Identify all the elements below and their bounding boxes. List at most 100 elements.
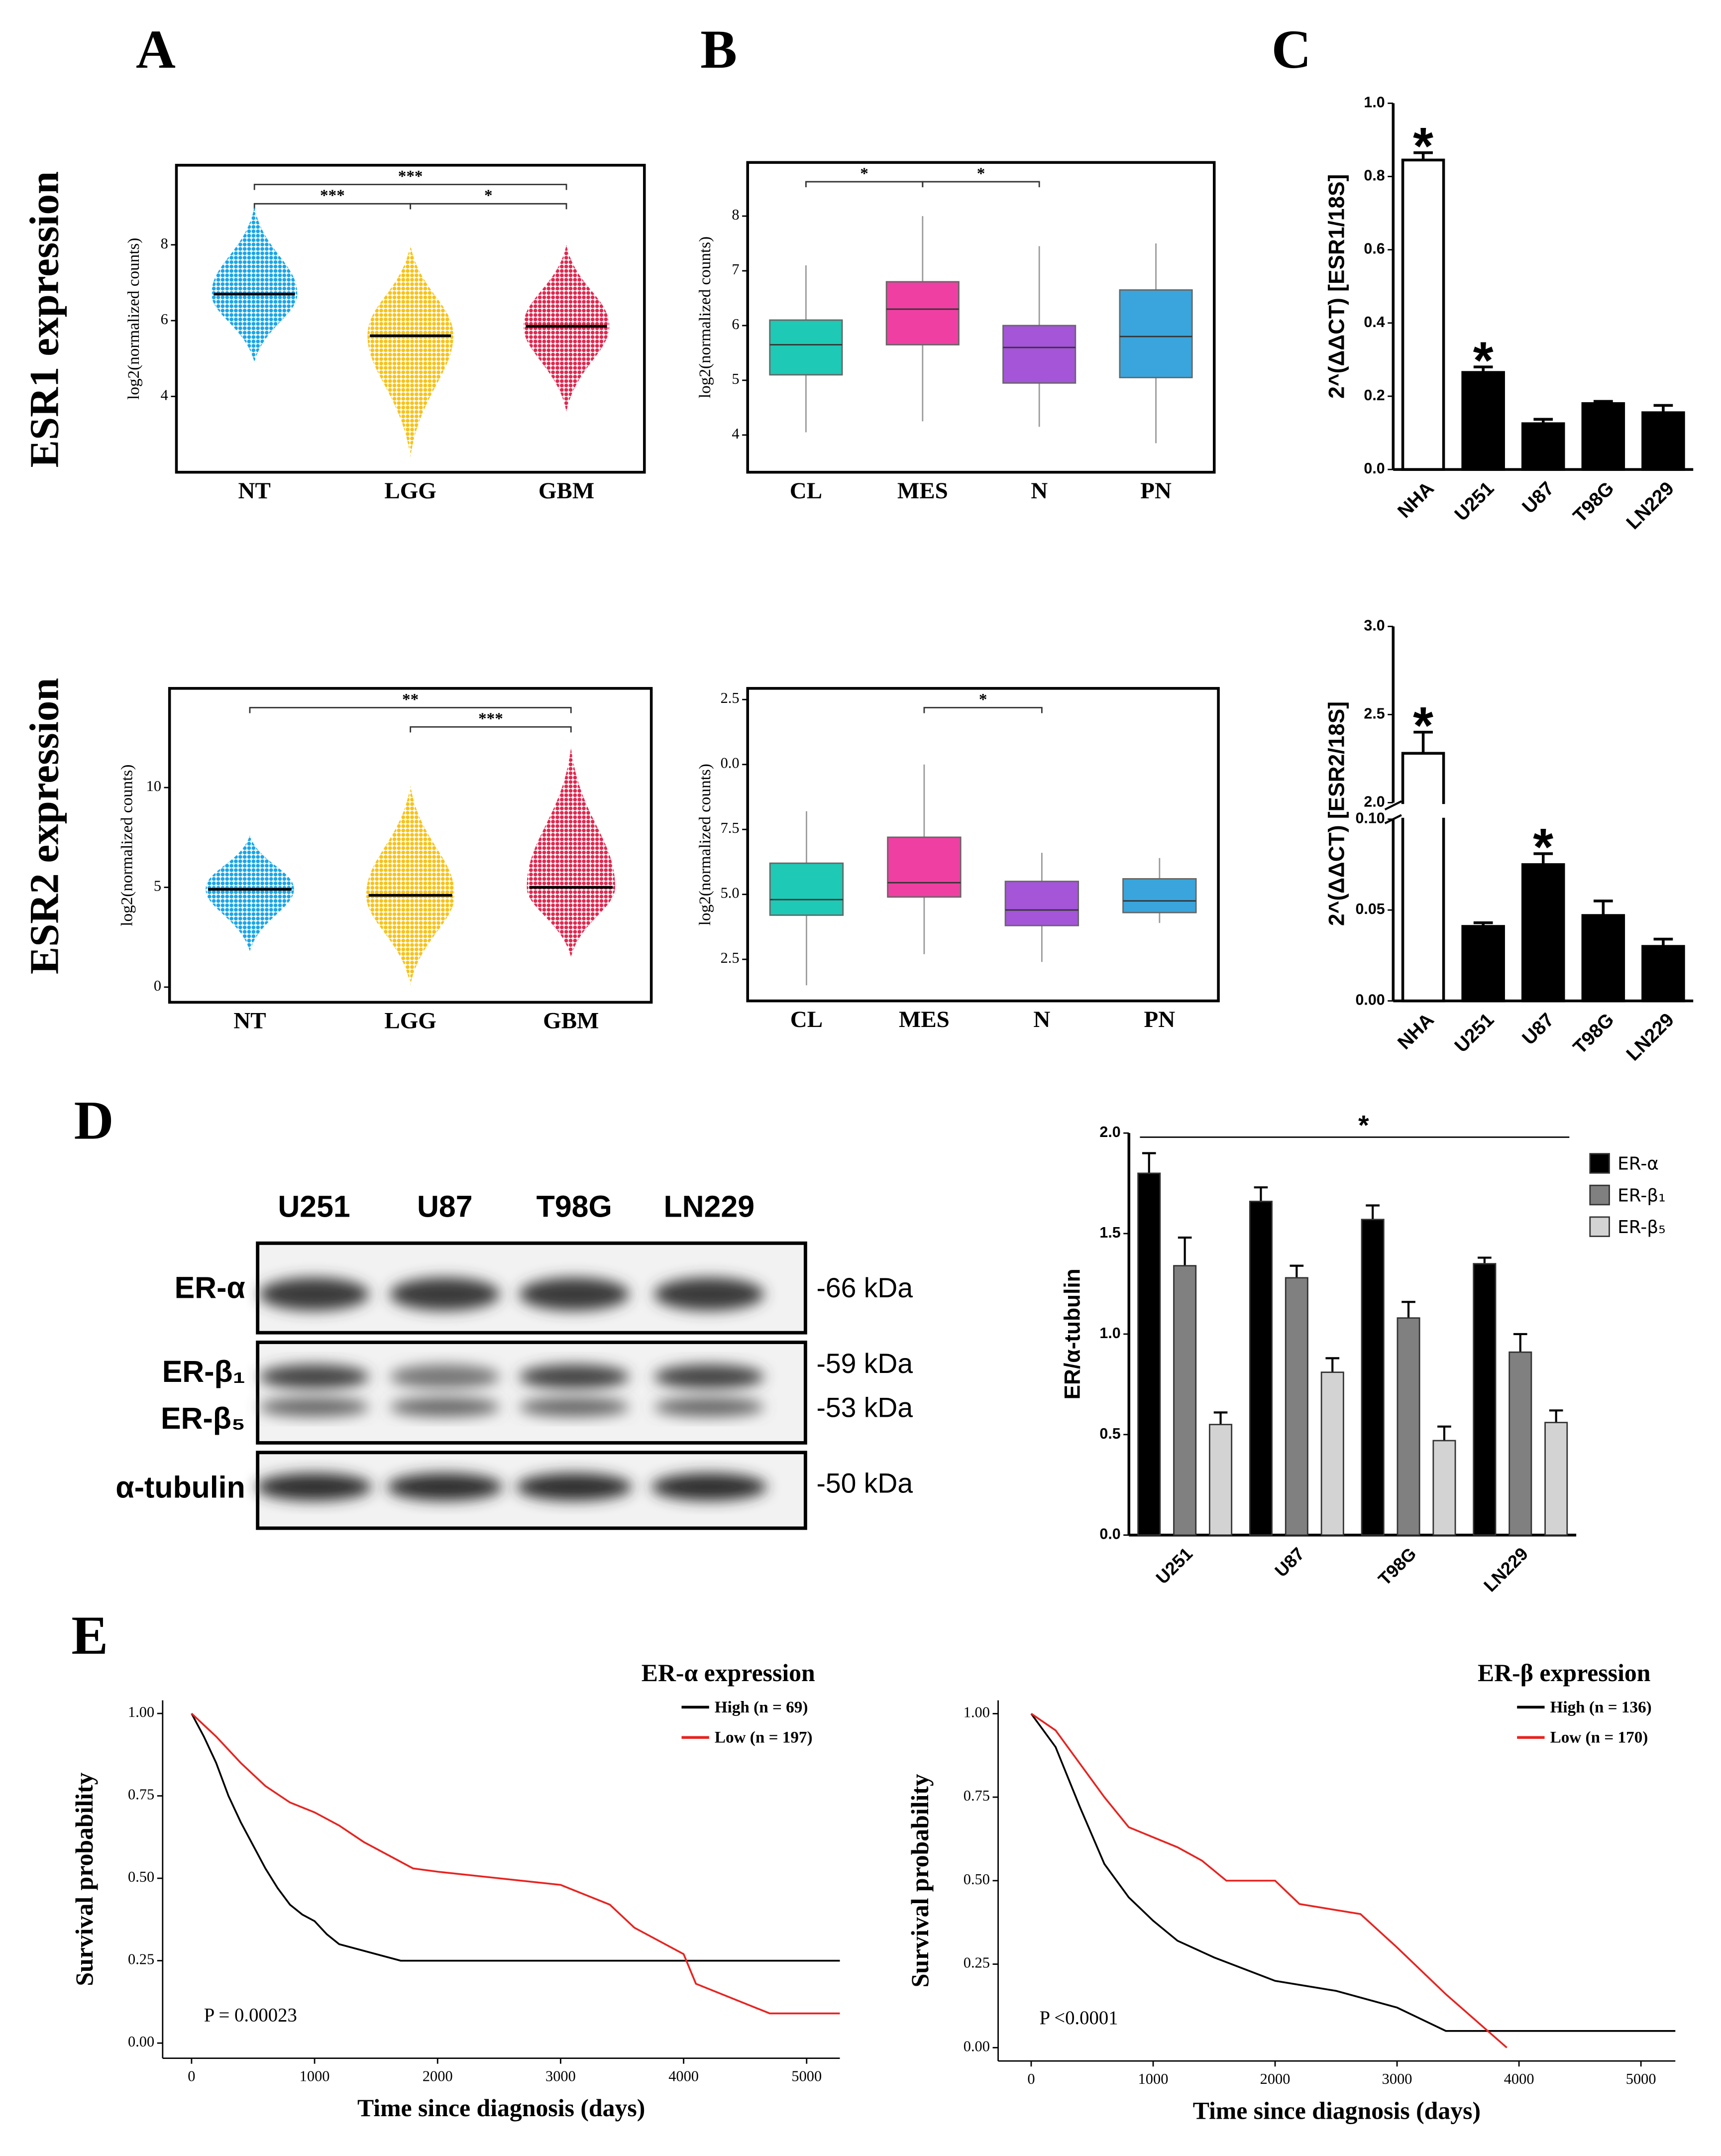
blot-band <box>519 1397 630 1417</box>
point-cloud <box>206 835 294 951</box>
significance-star: * <box>1473 331 1494 389</box>
y-tick-label: 5.0 <box>721 885 740 902</box>
break-mark <box>1384 800 1402 824</box>
box <box>885 281 960 345</box>
y-tick-label: 0.00 <box>128 2033 154 2050</box>
blot-band <box>654 1397 764 1417</box>
bar <box>1473 1263 1497 1536</box>
x-tick-label: NT <box>233 1008 266 1034</box>
x-tick-label: LN229 <box>1622 1009 1679 1065</box>
legend-swatch <box>1589 1153 1610 1174</box>
x-tick-label: 5000 <box>791 2067 822 2084</box>
bar <box>1544 1422 1568 1536</box>
western-blot: U251 U87 T98G LN229 ER-α ER-β₁ ER-β₅ α-t… <box>115 1189 913 1530</box>
x-axis-label: Time since diagnosis (days) <box>1193 2097 1481 2125</box>
point-cloud <box>366 786 455 985</box>
significance-label: * <box>484 186 493 205</box>
x-tick-label: PN <box>1144 1007 1176 1032</box>
significance-label: * <box>977 164 985 183</box>
lane-label: U87 <box>417 1189 473 1223</box>
x-tick-label: NT <box>238 478 271 504</box>
x-tick-label: 2000 <box>423 2067 453 2084</box>
row-label: ESR1 expression <box>21 171 67 467</box>
blot-band <box>390 1277 500 1311</box>
significance-star: * <box>1413 696 1433 755</box>
bar <box>1137 1172 1161 1536</box>
blot-frame <box>256 1341 807 1445</box>
box <box>1119 289 1193 378</box>
bar <box>1581 402 1625 471</box>
legend-label: ER-β₁ <box>1617 1185 1666 1206</box>
size-label: -59 kDa <box>816 1348 913 1379</box>
lane-label: U251 <box>278 1189 350 1223</box>
y-tick-label: 0.6 <box>1364 240 1385 257</box>
x-tick-label: NHA <box>1394 1009 1438 1054</box>
chart-title: ER-β expression <box>1478 1659 1650 1687</box>
x-tick-label: T98G <box>1569 1009 1618 1058</box>
significance-star: * <box>1533 818 1553 876</box>
plot-frame <box>746 687 1220 1003</box>
y-tick-label: 0 <box>154 977 161 994</box>
plot-frame <box>746 161 1216 474</box>
legend-swatch <box>1589 1216 1610 1237</box>
x-tick-label: 2000 <box>1260 2070 1291 2087</box>
lane-label: LN229 <box>663 1189 754 1223</box>
bar <box>1432 1440 1456 1536</box>
x-tick-label: 0 <box>188 2067 195 2084</box>
bar <box>1173 1265 1197 1536</box>
y-tick-label: 2.5 <box>721 689 740 706</box>
significance-label: ** <box>402 690 419 708</box>
y-tick-label: 0.50 <box>964 1871 990 1888</box>
y-tick-label: 0.25 <box>128 1951 154 1968</box>
x-tick-label: U87 <box>1271 1543 1308 1581</box>
axis-break <box>1385 804 1449 818</box>
point-cloud <box>367 244 453 457</box>
bar <box>1401 752 1445 1003</box>
x-tick-label: 1000 <box>300 2067 330 2084</box>
blot-band <box>519 1364 630 1389</box>
x-tick-label: 3000 <box>545 2067 576 2084</box>
significance-bracket <box>410 726 572 733</box>
blot-band <box>654 1364 764 1389</box>
panel-label: B <box>700 18 737 80</box>
significance-bracket <box>253 184 567 190</box>
bar <box>1361 1219 1385 1536</box>
legend-swatch <box>1589 1184 1610 1206</box>
blot-band <box>654 1277 764 1311</box>
x-tick-label: MES <box>897 478 948 504</box>
significance-label: *** <box>398 167 423 185</box>
significance-label: *** <box>320 186 345 205</box>
plot-frame <box>175 164 646 474</box>
box <box>1122 878 1197 913</box>
chart-title: ER-α expression <box>642 1659 815 1687</box>
box <box>887 836 962 898</box>
point-cloud <box>523 244 610 412</box>
y-axis-label: Survival probability <box>71 1772 98 1986</box>
survival-curve <box>1030 1712 1507 2048</box>
legend-label: Low (n = 197) <box>715 1728 813 1747</box>
y-tick-label: 0.00 <box>964 2038 990 2054</box>
significance-bracket <box>410 203 567 210</box>
blot-band <box>519 1277 630 1311</box>
p-value: P <0.0001 <box>1040 2008 1118 2029</box>
significance-label: *** <box>478 709 503 728</box>
y-tick-label: 0.4 <box>1364 314 1385 331</box>
survival-curve <box>1030 1713 1676 2032</box>
y-tick-label: 0.0 <box>1099 1526 1120 1543</box>
bar <box>1397 1317 1420 1536</box>
significance-bracket <box>923 707 1043 713</box>
x-tick-label: GBM <box>538 478 594 504</box>
y-tick-label: 0.5 <box>1099 1425 1120 1442</box>
y-axis-label: ER/α-tubulin <box>1060 1268 1084 1399</box>
size-label: -53 kDa <box>816 1392 913 1423</box>
significance-label: * <box>860 164 868 183</box>
x-tick-label: 4000 <box>668 2067 699 2084</box>
bar <box>1641 411 1685 471</box>
y-tick-label: 0.25 <box>964 1954 990 1971</box>
y-tick-label: 2.0 <box>1099 1124 1120 1140</box>
band-label: ER-α <box>175 1270 245 1304</box>
y-tick-label: 0.10 <box>1356 810 1385 827</box>
y-tick-label: 0.8 <box>1364 167 1385 184</box>
x-tick-label: 1000 <box>1138 2070 1169 2087</box>
bar <box>1320 1371 1344 1536</box>
